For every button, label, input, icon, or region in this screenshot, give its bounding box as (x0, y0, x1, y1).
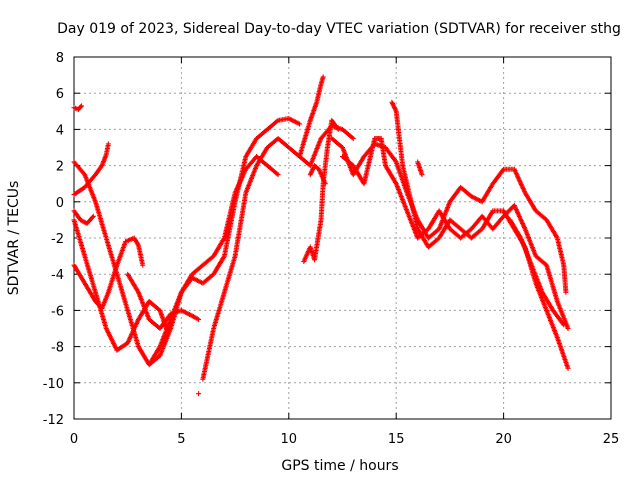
series-arc-11 (297, 74, 326, 160)
series-markers (307, 163, 328, 187)
y-tick-label: 4 (56, 123, 64, 138)
series-markers (71, 208, 96, 227)
y-tick-label: -4 (51, 268, 64, 283)
series-arc-12 (301, 117, 341, 265)
series-markers (200, 123, 356, 382)
series-arc-9 (200, 123, 356, 382)
y-tick-label: -8 (51, 341, 64, 356)
series-arc-6 (71, 103, 85, 112)
axis-ticks: 0 5 10 15 20 25 -12 -10 -8 -6 -4 -2 0 2 4 6 8 (43, 51, 620, 447)
y-tick-label: -12 (43, 413, 64, 428)
y-tick-label: -6 (51, 304, 64, 319)
series-markers (71, 141, 111, 198)
series-markers (301, 117, 341, 265)
x-tick-label: 0 (70, 432, 78, 447)
x-tick-label: 10 (281, 432, 298, 447)
series-arc-2 (71, 217, 169, 353)
y-tick-label: -2 (51, 232, 64, 247)
series-markers (71, 103, 85, 112)
series-arc-7 (125, 271, 202, 331)
x-tick-label: 15 (388, 432, 405, 447)
series-arc-18 (507, 217, 567, 328)
series-arc-15 (340, 135, 571, 331)
x-tick-label: 5 (177, 432, 185, 447)
series-markers (196, 391, 202, 397)
y-tick-label: 0 (56, 196, 64, 211)
series-arc-8 (148, 154, 281, 364)
series-markers (71, 217, 169, 353)
y-tick-label: 6 (56, 87, 64, 102)
series-markers (507, 217, 567, 328)
series-arc-5 (71, 208, 96, 227)
series-markers (297, 74, 326, 160)
series-markers (125, 271, 202, 331)
series-markers (415, 159, 425, 178)
data-points (71, 74, 571, 397)
y-tick-label: 8 (56, 51, 64, 66)
series-arc-4 (71, 141, 111, 198)
series-arc-10 (196, 391, 202, 397)
series-arc-17 (415, 159, 425, 178)
y-tick-label: -10 (43, 377, 64, 392)
series-markers (148, 154, 281, 364)
series-markers (340, 135, 571, 331)
y-tick-label: 2 (56, 160, 64, 175)
x-tick-label: 25 (603, 432, 620, 447)
x-tick-label: 20 (495, 432, 512, 447)
x-axis-label: GPS time / hours (281, 458, 398, 474)
chart-title: Day 019 of 2023, Sidereal Day-to-day VTE… (57, 21, 621, 37)
series-arc-13 (307, 163, 328, 187)
y-axis-label: SDTVAR / TECUs (6, 181, 22, 296)
